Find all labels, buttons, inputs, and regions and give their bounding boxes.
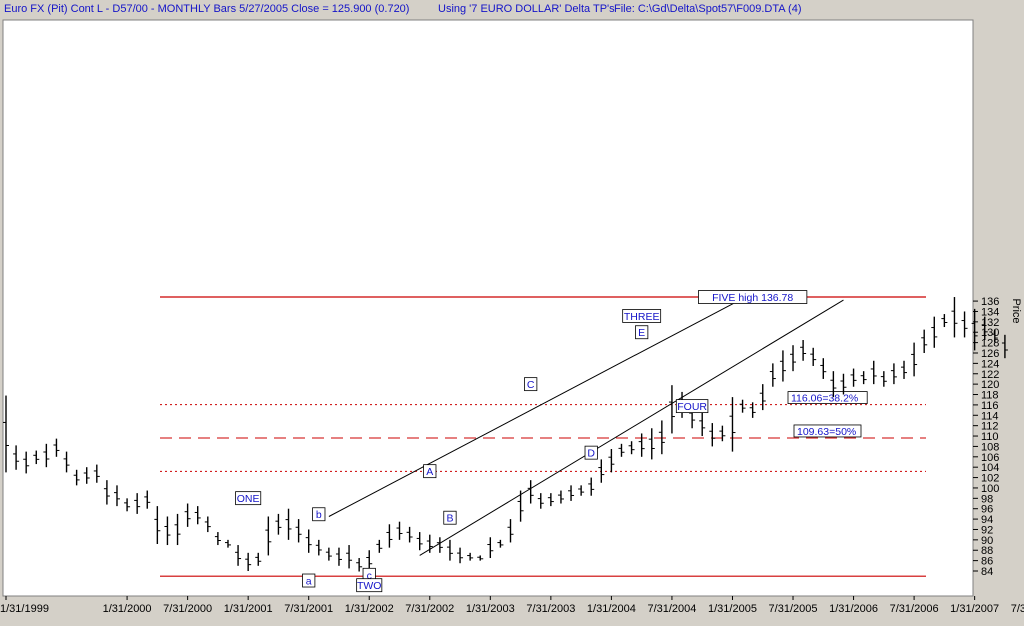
x-tick-label: 7/31/2007 xyxy=(1011,603,1024,615)
wave-label: TWO xyxy=(357,580,382,592)
y-tick-label: 120 xyxy=(981,379,999,391)
chart-header: Euro FX (Pit) Cont L - D57/00 - MONTHLY … xyxy=(0,0,1024,20)
y-tick-label: 136 xyxy=(981,296,999,308)
x-tick-label: 1/31/2004 xyxy=(587,603,636,615)
y-tick-label: 126 xyxy=(981,348,999,360)
wave-label: a xyxy=(306,576,312,588)
y-tick-label: 134 xyxy=(981,306,999,318)
plot-area xyxy=(2,19,974,597)
wave-label: c xyxy=(367,570,372,582)
y-tick-label: 92 xyxy=(981,524,993,536)
wave-label: FIVE high 136.78 xyxy=(712,292,793,304)
wave-label-box xyxy=(423,464,437,479)
y-tick-label: 122 xyxy=(981,369,999,381)
y-tick-label: 106 xyxy=(981,452,999,464)
y-tick-label: 94 xyxy=(981,514,993,526)
x-tick-label: 7/31/2003 xyxy=(526,603,575,615)
y-tick-label: 104 xyxy=(981,462,999,474)
y-tick-label: 102 xyxy=(981,473,999,485)
y-tick-label: 112 xyxy=(981,421,999,433)
x-tick-label: 1/31/1999 xyxy=(0,603,49,615)
wave-label-box xyxy=(698,290,808,304)
x-tick-label: 7/31/2006 xyxy=(890,603,939,615)
x-tick-label: 7/31/2000 xyxy=(163,603,212,615)
channel-line xyxy=(328,292,753,517)
x-tick-label: 7/31/2001 xyxy=(284,603,333,615)
wave-label-box xyxy=(675,399,709,414)
level-label-box xyxy=(793,424,862,438)
wave-label-box xyxy=(302,573,316,588)
y-tick-label: 100 xyxy=(981,483,999,495)
y-tick-label: 124 xyxy=(981,358,999,370)
y-tick-label: 84 xyxy=(981,566,993,578)
wave-label: C xyxy=(527,379,535,391)
wave-label-box xyxy=(235,491,262,506)
wave-label: ONE xyxy=(237,493,260,505)
x-tick-label: 1/31/2000 xyxy=(103,603,152,615)
y-tick-label: 128 xyxy=(981,338,999,350)
y-axis-label: Price xyxy=(1010,298,1022,323)
wave-label: A xyxy=(426,466,433,478)
y-tick-label: 108 xyxy=(981,441,999,453)
x-tick-label: 1/31/2005 xyxy=(708,603,757,615)
x-tick-label: 1/31/2007 xyxy=(950,603,999,615)
x-tick-label: 1/31/2001 xyxy=(224,603,273,615)
level-label: 116.06=38.2% xyxy=(791,393,858,405)
y-tick-label: 116 xyxy=(981,400,999,412)
x-tick-label: 7/31/2004 xyxy=(647,603,696,615)
wave-label-box xyxy=(356,578,383,593)
x-tick-label: 7/31/2002 xyxy=(405,603,454,615)
wave-label: b xyxy=(316,509,322,521)
wave-label-box xyxy=(524,377,538,392)
wave-label: E xyxy=(638,327,645,339)
chart-subtitle: Using '7 EURO DOLLAR' Delta TP's xyxy=(438,3,615,15)
y-tick-label: 130 xyxy=(981,327,999,339)
wave-label: THREE xyxy=(624,311,660,323)
wave-label-box xyxy=(622,309,662,323)
x-tick-label: 1/31/2002 xyxy=(345,603,394,615)
y-tick-label: 114 xyxy=(981,410,999,422)
wave-label-box xyxy=(312,507,326,522)
wave-label-box xyxy=(635,325,649,340)
wave-label: FOUR xyxy=(677,401,707,413)
level-label-box xyxy=(787,391,868,404)
wave-label: D xyxy=(587,448,595,460)
y-tick-label: 88 xyxy=(981,545,993,557)
y-tick-label: 132 xyxy=(981,317,999,329)
y-tick-label: 110 xyxy=(981,431,999,443)
channel-line xyxy=(419,299,844,556)
level-label: 109.63=50% xyxy=(797,426,856,438)
wave-label-box xyxy=(584,445,598,460)
y-tick-label: 98 xyxy=(981,493,993,505)
wave-label: B xyxy=(446,513,453,525)
x-tick-label: 1/31/2003 xyxy=(466,603,515,615)
x-tick-label: 1/31/2006 xyxy=(829,603,878,615)
y-tick-label: 118 xyxy=(981,390,999,402)
y-tick-label: 90 xyxy=(981,535,993,547)
x-tick-label: 7/31/2005 xyxy=(769,603,818,615)
chart-title: Euro FX (Pit) Cont L - D57/00 - MONTHLY … xyxy=(4,3,410,15)
file-path: File: C:\Gd\Delta\Spot57\F009.DTA (4) xyxy=(614,3,802,15)
y-tick-label: 86 xyxy=(981,556,993,568)
y-tick-label: 96 xyxy=(981,504,993,516)
wave-label-box xyxy=(443,510,457,525)
